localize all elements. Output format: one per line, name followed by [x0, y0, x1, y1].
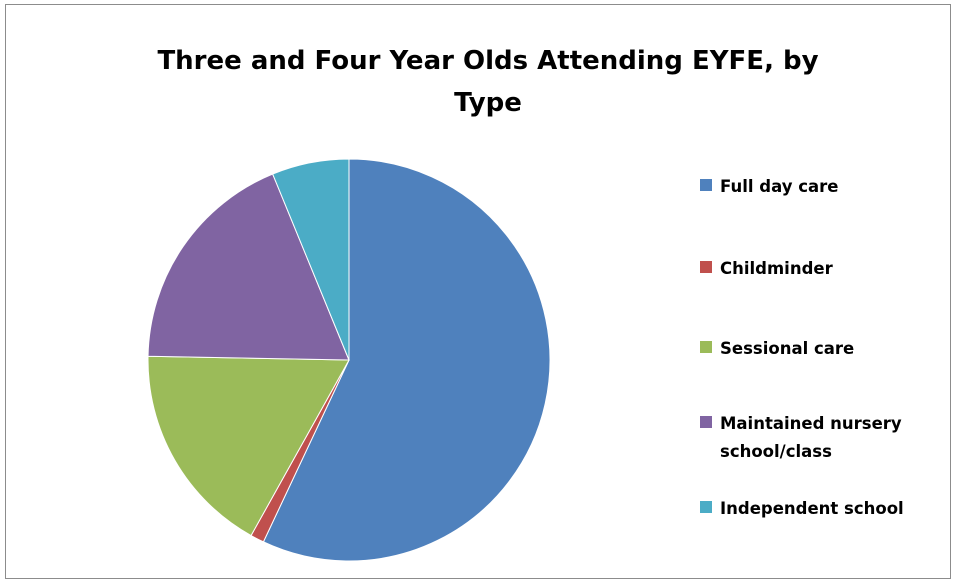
chart-title-line-1: Three and Four Year Olds Attending EYFE,…: [157, 46, 819, 76]
legend-label-line: Full day care: [720, 177, 839, 196]
legend-label-sessional-care: Sessional care: [720, 335, 956, 363]
legend-label-maintained-nursery-school-class: Maintained nursery school/class: [720, 410, 956, 466]
pie-slice-full-day-care: [262, 158, 551, 562]
legend-swatch-childminder: [700, 261, 712, 273]
chart-title: Three and Four Year Olds Attending EYFE,…: [0, 40, 956, 124]
legend-item-full-day-care: Full day care: [700, 173, 956, 201]
legend-label-line: Independent school: [720, 499, 904, 518]
legend-label-line: Sessional care: [720, 339, 855, 358]
pie-slice-sessional-care: [147, 355, 350, 537]
legend-label-childminder: Childminder: [720, 255, 956, 283]
legend-label-line: Childminder: [720, 259, 833, 278]
legend-swatch-full-day-care: [700, 179, 712, 191]
legend-swatch-sessional-care: [700, 341, 712, 353]
chart-legend: Full day care Childminder Sessional care Ma…: [700, 0, 956, 583]
legend-item-maintained-nursery-school-class: Maintained nursery school/class: [700, 410, 956, 466]
legend-swatch-maintained-nursery-school-class: [700, 416, 712, 428]
legend-label-line: school/class: [720, 442, 832, 461]
legend-label-independent-school: Independent school: [720, 495, 956, 523]
legend-item-independent-school: Independent school: [700, 495, 956, 523]
legend-label-full-day-care: Full day care: [720, 173, 956, 201]
pie-slice-maintained-nursery-school-class: [147, 173, 350, 361]
legend-swatch-independent-school: [700, 501, 712, 513]
legend-item-childminder: Childminder: [700, 255, 956, 283]
pie-slice-independent-school: [272, 158, 350, 361]
legend-label-line: Maintained nursery: [720, 414, 902, 433]
legend-item-sessional-care: Sessional care: [700, 335, 956, 363]
chart-title-line-2: Type: [454, 88, 522, 118]
